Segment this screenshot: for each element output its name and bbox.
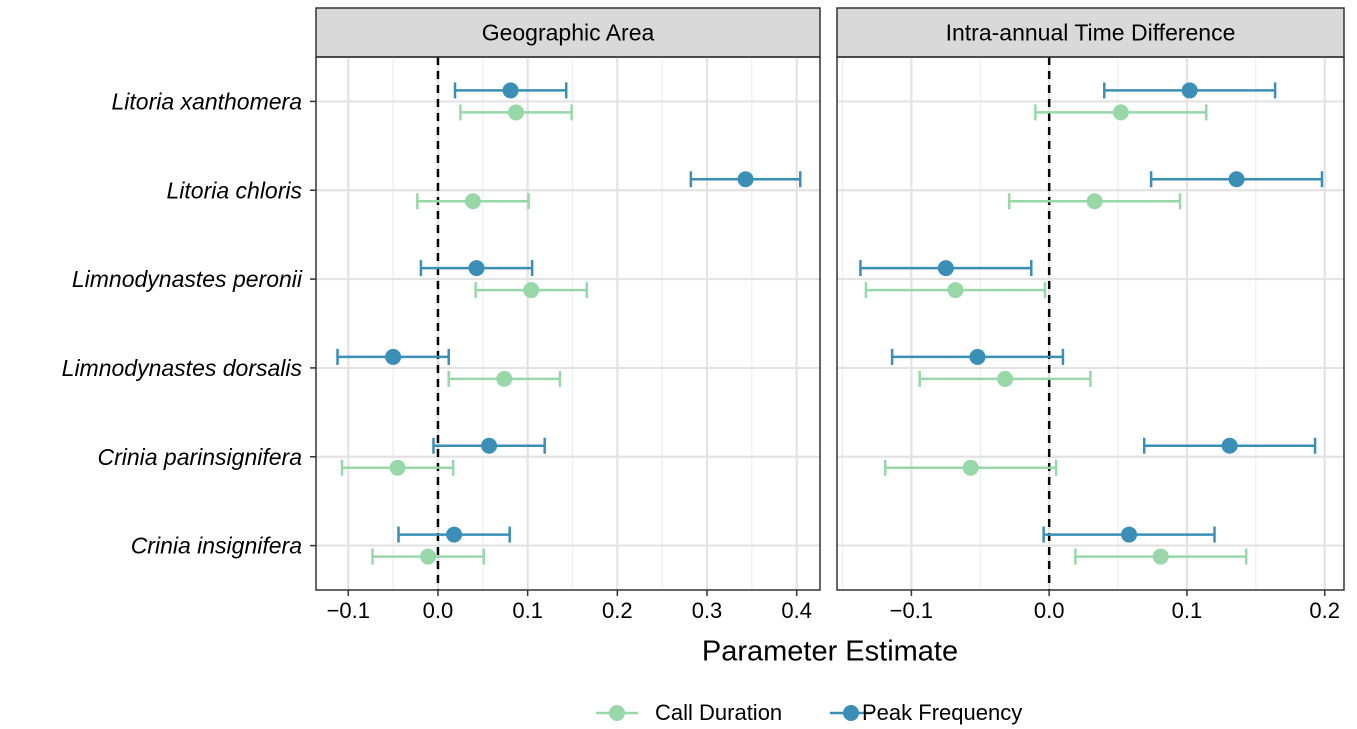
point xyxy=(947,282,964,299)
point xyxy=(464,193,481,210)
x-tick-label: 0.0 xyxy=(423,598,454,623)
point xyxy=(523,282,540,299)
y-tick-label: Limnodynastes dorsalis xyxy=(62,355,303,381)
panel-border xyxy=(836,56,1345,591)
point xyxy=(1152,548,1169,565)
legend-point xyxy=(609,705,625,721)
point xyxy=(1121,526,1138,543)
legend-point xyxy=(843,705,859,721)
point xyxy=(502,82,519,99)
x-axis-label: Parameter Estimate xyxy=(702,636,958,668)
point xyxy=(997,370,1014,387)
point xyxy=(385,348,402,365)
x-tick-label: 0.4 xyxy=(781,598,812,623)
legend-label: Peak Frequency xyxy=(862,700,1022,725)
point xyxy=(737,171,754,188)
x-tick-label: 0.2 xyxy=(602,598,633,623)
x-tick-label: 0.0 xyxy=(1034,598,1065,623)
x-tick-label: 0.2 xyxy=(1309,598,1340,623)
panel-border xyxy=(315,56,821,591)
point xyxy=(937,260,954,277)
legend-label: Call Duration xyxy=(655,700,782,725)
x-tick-label: 0.1 xyxy=(512,598,543,623)
x-tick-label: 0.1 xyxy=(1172,598,1203,623)
panel-title: Geographic Area xyxy=(482,20,655,46)
point xyxy=(1221,437,1238,454)
strip xyxy=(836,7,1345,58)
x-tick-label: −0.1 xyxy=(890,598,933,623)
point xyxy=(389,459,406,476)
point xyxy=(507,104,524,121)
x-tick-label: 0.3 xyxy=(692,598,723,623)
point xyxy=(446,526,463,543)
y-tick-label: Litoria xanthomera xyxy=(112,88,303,114)
point xyxy=(1228,171,1245,188)
point xyxy=(1086,193,1103,210)
strip xyxy=(315,7,821,58)
y-tick-label: Crinia parinsignifera xyxy=(97,444,302,470)
point xyxy=(420,548,437,565)
point xyxy=(468,260,485,277)
point xyxy=(481,437,498,454)
y-tick-label: Limnodynastes peronii xyxy=(72,266,303,292)
y-tick-label: Crinia insignifera xyxy=(131,533,302,559)
point xyxy=(1112,104,1129,121)
point xyxy=(962,459,979,476)
panel-title: Intra-annual Time Difference xyxy=(946,20,1236,46)
point xyxy=(496,370,513,387)
point xyxy=(1181,82,1198,99)
point xyxy=(969,348,986,365)
x-tick-label: −0.1 xyxy=(327,598,370,623)
y-tick-label: Litoria chloris xyxy=(167,177,303,203)
